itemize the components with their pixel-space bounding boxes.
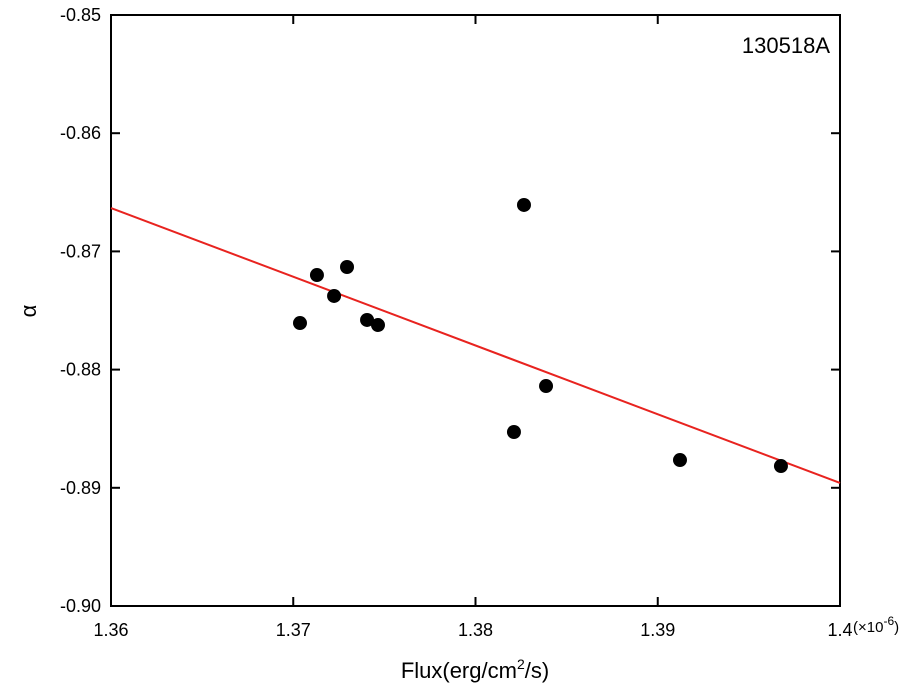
annotation: 130518A: [742, 33, 830, 58]
point: [539, 379, 554, 394]
x-tick-label: 1.37: [276, 620, 311, 640]
x-tick-label: 1.36: [93, 620, 128, 640]
x-tick-label: 1.38: [458, 620, 493, 640]
y-tick-label: -0.86: [60, 123, 101, 143]
y-tick-label: -0.90: [60, 596, 101, 616]
y-tick-label: -0.88: [60, 360, 101, 380]
x-mult-part: ): [894, 619, 899, 636]
y-axis-title: α: [16, 304, 41, 317]
x-title-sup: 2: [517, 656, 525, 672]
y-tick-label: -0.89: [60, 478, 101, 498]
x-tick-label: 1.39: [640, 620, 675, 640]
point: [370, 318, 385, 333]
plot-frame: [110, 14, 841, 607]
x-tick-label: 1.4: [827, 620, 852, 640]
point: [672, 453, 687, 468]
x-title-part: Flux(erg/cm: [401, 658, 517, 683]
x-axis-title: Flux(erg/cm2/s): [401, 656, 549, 683]
x-title-part: /s): [525, 658, 549, 683]
point: [327, 288, 342, 303]
x-mult-part: (×10: [853, 619, 883, 636]
y-tick-label: -0.87: [60, 241, 101, 261]
point: [360, 312, 375, 327]
point: [309, 268, 324, 283]
x-mult-sup: -6: [883, 614, 894, 628]
point: [340, 260, 355, 275]
point: [516, 197, 531, 212]
point: [292, 316, 307, 331]
point: [506, 425, 521, 440]
x-multiplier: (×10-6): [853, 614, 899, 636]
fit-line: [110, 207, 841, 484]
point: [773, 459, 788, 474]
y-tick-label: -0.85: [60, 5, 101, 25]
